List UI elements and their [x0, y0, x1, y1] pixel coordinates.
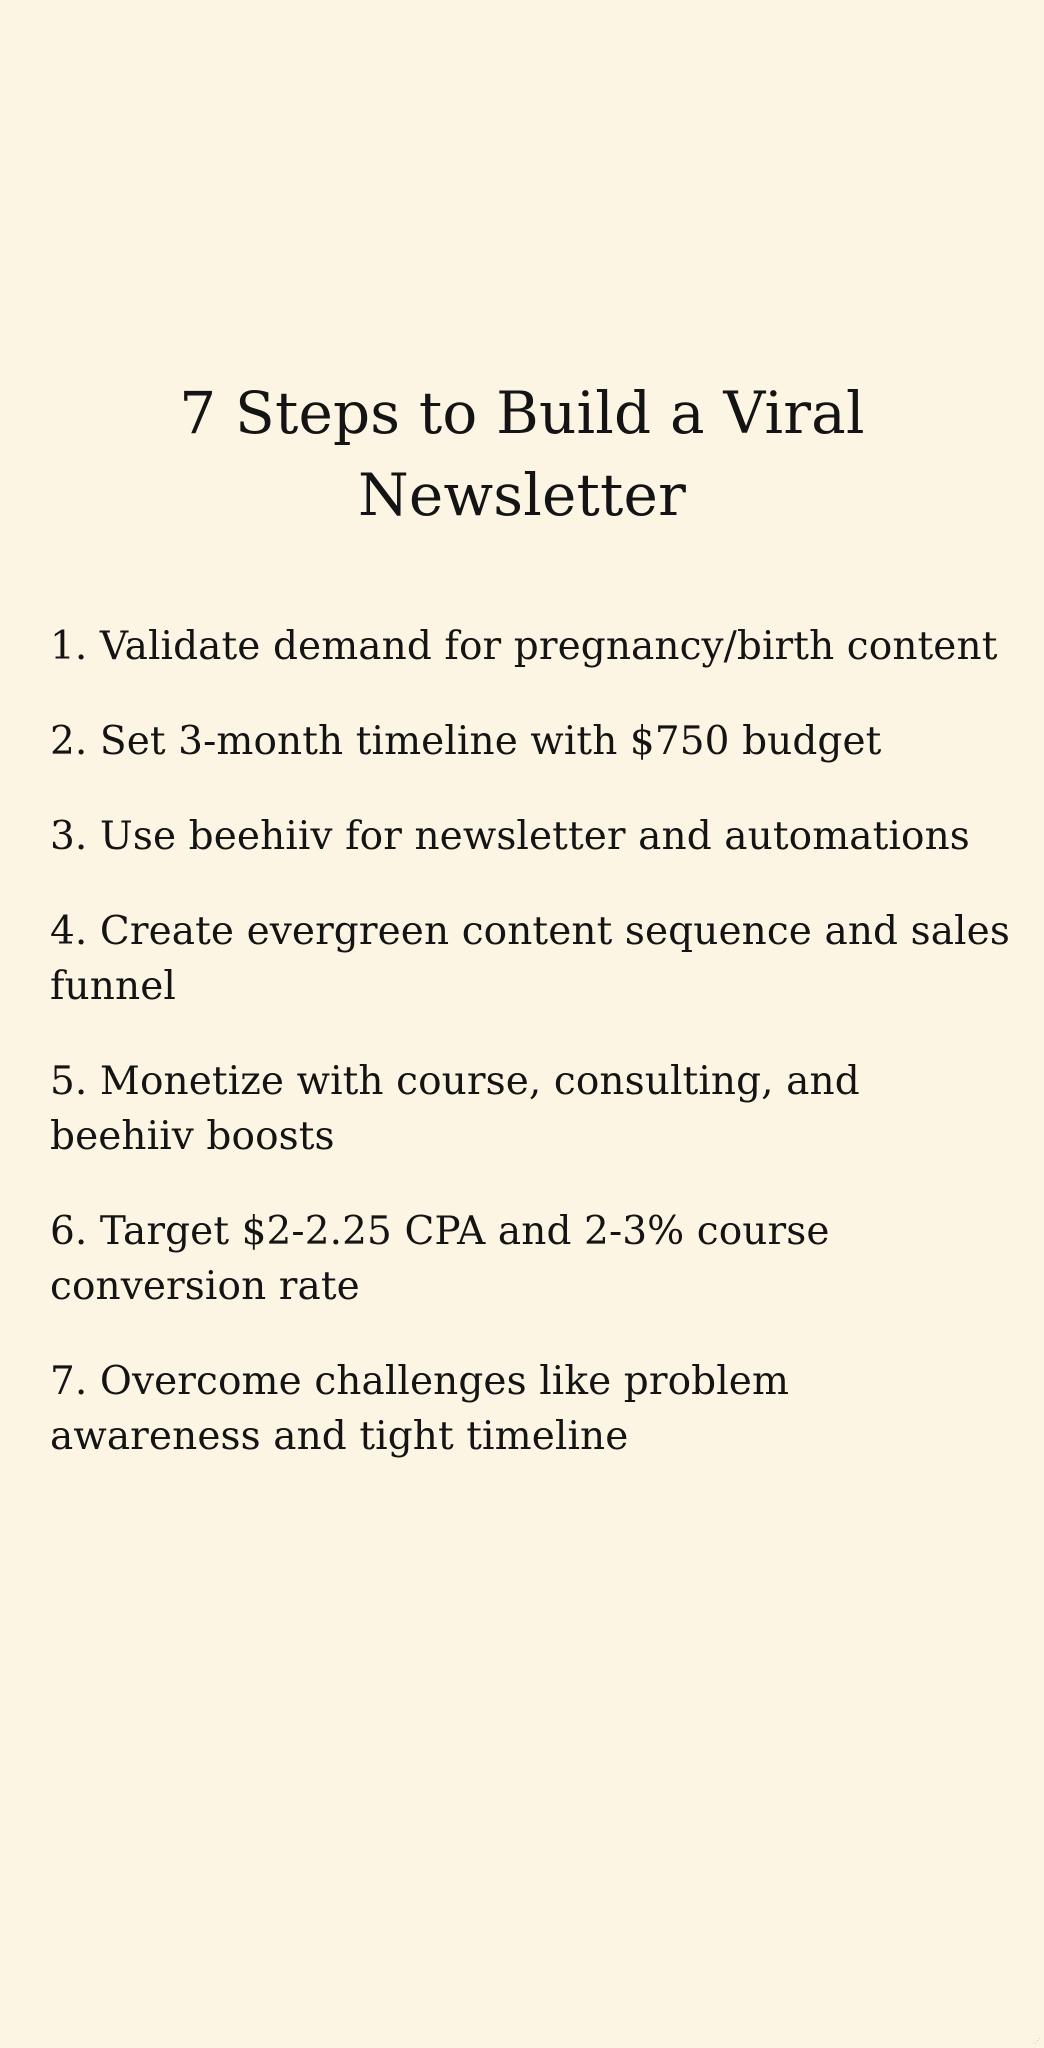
step-item-1: 1. Validate demand for pregnancy/birth c… — [50, 624, 998, 669]
step-item-4: 4. Create evergreen content sequence and… — [50, 909, 1010, 1009]
resize-grip-icon[interactable]: ⋰ — [1034, 2037, 1041, 2045]
title-line-1: 7 Steps to Build a Viral — [179, 379, 865, 447]
step-item-7: 7. Overcome challenges like problem awar… — [50, 1359, 790, 1459]
page-title: 7 Steps to Build a Viral Newsletter — [0, 372, 1044, 536]
steps-list: 1. Validate demand for pregnancy/birth c… — [50, 619, 1010, 1504]
step-item-3: 3. Use beehiiv for newsletter and automa… — [50, 814, 970, 859]
step-item-2: 2. Set 3-month timeline with $750 budget — [50, 719, 882, 764]
title-line-2: Newsletter — [357, 461, 687, 529]
step-item-6: 6. Target $2-2.25 CPA and 2-3% course co… — [50, 1209, 830, 1309]
step-item-5: 5. Monetize with course, consulting, and… — [50, 1059, 860, 1159]
